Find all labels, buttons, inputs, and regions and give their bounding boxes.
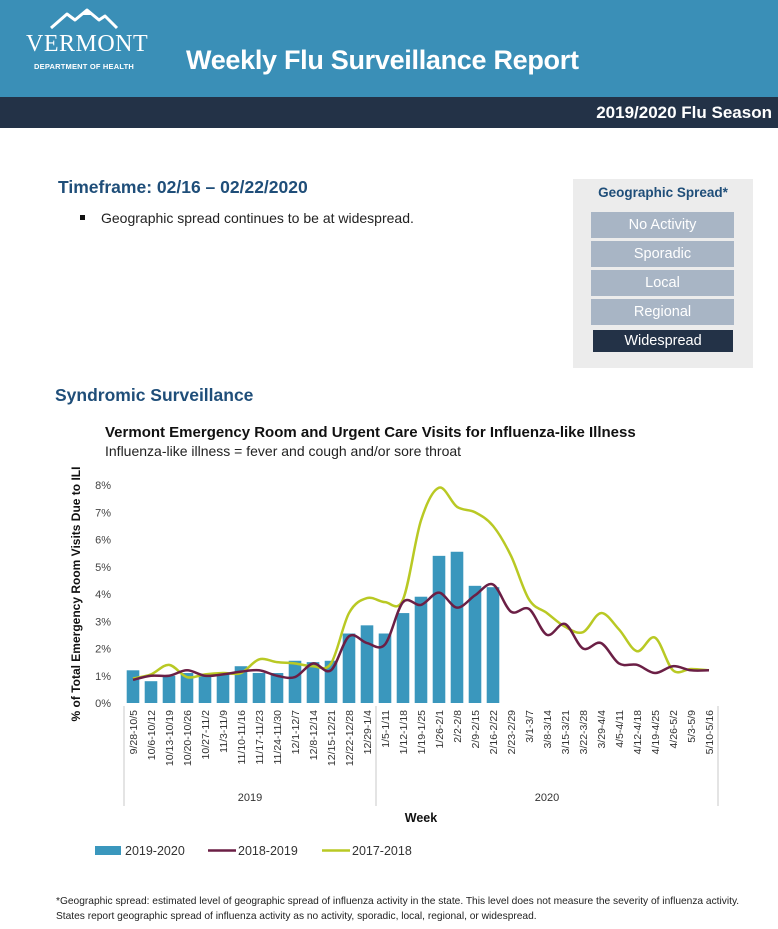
- x-tick-label: 1/5-1/11: [380, 710, 392, 748]
- bar-2019-2020: [252, 673, 266, 703]
- bar-2019-2020: [396, 613, 410, 703]
- bullet-icon: [80, 214, 85, 220]
- timeframe-heading: Timeframe: 02/16 – 02/22/2020: [58, 177, 308, 197]
- bullet-text: Geographic spread continues to be at wid…: [101, 210, 414, 226]
- bar-2019-2020: [144, 681, 158, 703]
- bar-2019-2020: [342, 633, 356, 703]
- x-tick-label: 10/20-10/26: [182, 710, 194, 766]
- x-tick-label: 3/8-3/14: [542, 710, 554, 749]
- geo-level-local: Local: [591, 270, 734, 296]
- bar-2019-2020: [288, 660, 302, 703]
- bar-2019-2020: [306, 662, 320, 703]
- y-tick-label: 7%: [95, 507, 111, 519]
- x-tick-label: 4/5-4/11: [614, 710, 626, 748]
- section-title: Syndromic Surveillance: [55, 385, 254, 405]
- x-tick-label: 1/12-1/18: [398, 710, 410, 755]
- bar-2019-2020: [198, 675, 212, 703]
- x-tick-label: 4/26-5/2: [668, 710, 680, 749]
- bar-2019-2020: [270, 673, 284, 703]
- bar-2019-2020: [414, 596, 428, 703]
- chart-title: Vermont Emergency Room and Urgent Care V…: [105, 424, 636, 441]
- bar-2019-2020: [468, 585, 482, 703]
- x-tick-label: 12/15-12/21: [326, 710, 338, 766]
- x-tick-label: 3/15-3/21: [560, 710, 572, 755]
- geo-level-sporadic: Sporadic: [591, 241, 734, 267]
- bar-2019-2020: [432, 555, 446, 703]
- logo-subtitle: DEPARTMENT OF HEALTH: [34, 62, 134, 71]
- x-tick-label: 2/16-2/22: [488, 710, 500, 755]
- x-tick-label: 3/22-3/28: [578, 710, 590, 755]
- x-tick-label: 10/27-11/2: [200, 710, 212, 760]
- year-group-label: 2020: [535, 792, 559, 804]
- y-tick-label: 0%: [95, 698, 111, 710]
- y-axis-label: % of Total Emergency Room Visits Due to …: [69, 467, 83, 722]
- geo-level-widespread: Widespread: [593, 330, 733, 352]
- x-tick-label: 5/10-5/16: [704, 710, 716, 755]
- y-tick-label: 5%: [95, 562, 111, 574]
- mountain-icon: [50, 8, 119, 30]
- x-tick-label: 12/29-1/4: [362, 710, 374, 755]
- y-tick-label: 4%: [95, 589, 111, 601]
- x-tick-label: 1/26-2/1: [434, 710, 446, 749]
- bar-2019-2020: [162, 675, 176, 703]
- x-tick-label: 4/19-4/25: [650, 710, 662, 755]
- x-tick-label: 9/28-10/5: [128, 710, 140, 755]
- x-tick-label: 4/12-4/18: [632, 710, 644, 755]
- report-title: Weekly Flu Surveillance Report: [186, 45, 579, 75]
- x-tick-label: 2/23-2/29: [506, 710, 518, 755]
- bar-2019-2020: [360, 625, 374, 703]
- x-tick-label: 11/3-11/9: [218, 710, 230, 753]
- x-tick-label: 10/13-10/19: [164, 710, 176, 766]
- bar-2019-2020: [234, 666, 248, 703]
- legend-label: 2018-2019: [238, 844, 298, 858]
- x-tick-label: 5/3-5/9: [686, 710, 698, 743]
- x-tick-label: 11/10-11/16: [236, 710, 248, 765]
- bar-2019-2020: [216, 673, 230, 703]
- bar-2019-2020: [486, 587, 500, 703]
- y-tick-label: 1%: [95, 671, 111, 683]
- x-tick-label: 3/1-3/7: [524, 710, 536, 743]
- header-banner: VERMONT DEPARTMENT OF HEALTH Weekly Flu …: [0, 0, 778, 97]
- x-tick-label: 11/17-11/23: [254, 710, 266, 765]
- legend-label: 2019-2020: [125, 844, 185, 858]
- x-tick-label: 2/2-2/8: [452, 710, 464, 743]
- x-tick-label: 12/22-12/28: [344, 710, 356, 766]
- legend-swatch-2019-2020: [95, 846, 121, 855]
- bar-2019-2020: [450, 551, 464, 703]
- legend-label: 2017-2018: [352, 844, 412, 858]
- timeframe-bullet: Geographic spread continues to be at wid…: [80, 210, 414, 226]
- x-tick-label: 2/9-2/15: [470, 710, 482, 749]
- x-tick-label: 10/6-10/12: [146, 710, 158, 760]
- y-tick-label: 3%: [95, 616, 111, 628]
- bar-2019-2020: [126, 670, 140, 703]
- ili-chart: 0% 1% 2% 3% 4% 5% 6% 7% 8% % of Total Emergency R…: [69, 467, 719, 858]
- line-2018-2019: [132, 582, 710, 682]
- y-tick-label: 6%: [95, 535, 111, 547]
- season-label: 2019/2020 Flu Season: [596, 103, 772, 122]
- vermont-logo: VERMONT DEPARTMENT OF HEALTH: [26, 8, 149, 84]
- geo-level-no-activity: No Activity: [591, 212, 734, 238]
- y-tick-label: 8%: [95, 480, 111, 492]
- x-tick-label: 3/29-4/4: [596, 710, 608, 749]
- geo-level-regional: Regional: [591, 299, 734, 325]
- bar-2019-2020: [378, 633, 392, 703]
- footnote: *Geographic spread: estimated level of g…: [56, 896, 740, 922]
- x-tick-label: 12/8-12/14: [308, 710, 320, 760]
- x-tick-label: 12/1-12/7: [290, 710, 302, 755]
- bar-2019-2020: [180, 673, 194, 703]
- x-tick-label: 1/19-1/25: [416, 710, 428, 755]
- geographic-spread-panel: Geographic Spread* No Activity Sporadic …: [573, 179, 753, 368]
- year-group-label: 2019: [238, 792, 262, 804]
- chart-subtitle: Influenza-like illness = fever and cough…: [105, 443, 462, 459]
- geographic-spread-title: Geographic Spread*: [598, 185, 728, 200]
- season-bar: 2019/2020 Flu Season: [0, 97, 778, 128]
- y-tick-label: 2%: [95, 644, 111, 656]
- x-axis-label: Week: [405, 811, 437, 825]
- x-tick-label: 11/24-11/30: [272, 710, 284, 765]
- logo-wordmark: VERMONT: [26, 31, 149, 57]
